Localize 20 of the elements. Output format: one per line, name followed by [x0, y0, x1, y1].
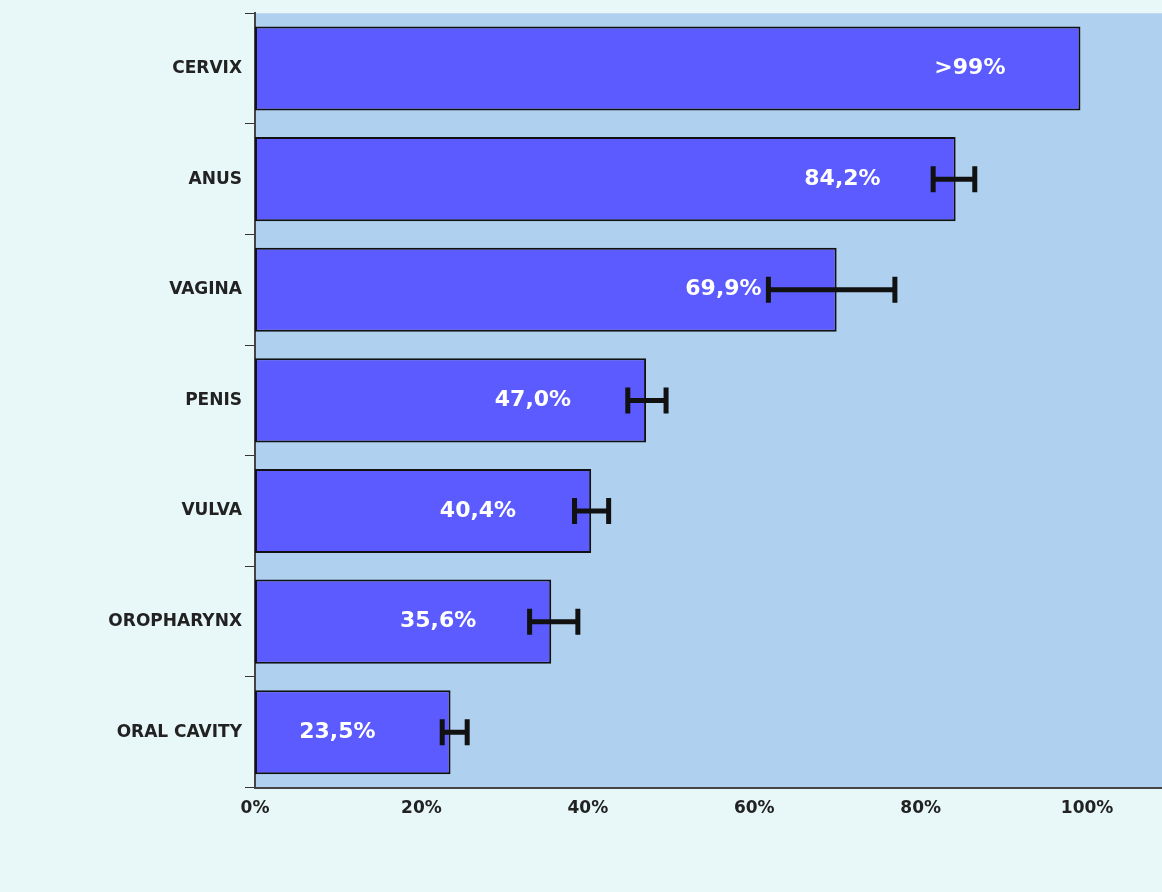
y-tick-label: CERVIX [172, 56, 242, 77]
y-tick-label: VULVA [181, 499, 243, 520]
y-tick-label: ORAL CAVITY [116, 720, 243, 741]
x-tick-label: 60% [733, 797, 775, 818]
data-label: >99% [934, 54, 1006, 80]
data-label: 23,5% [299, 718, 376, 743]
x-tick-label: 0% [240, 797, 270, 818]
x-tick-label: 100% [1060, 797, 1114, 818]
y-tick-label: OROPHARYNX [108, 610, 242, 631]
data-label: 35,6% [399, 607, 477, 633]
data-label: 47,0% [494, 386, 572, 412]
y-tick-label: ANUS [188, 167, 242, 188]
x-tick-label: 40% [567, 797, 609, 818]
x-tick-label: 20% [401, 797, 442, 818]
data-label: 69,9% [685, 275, 762, 301]
x-tick-label: 80% [900, 797, 942, 818]
data-label: 40,4% [439, 496, 517, 522]
y-tick-label: VAGINA [169, 278, 243, 299]
y-tick-label: PENIS [185, 388, 242, 409]
data-label: 84,2% [804, 164, 881, 190]
